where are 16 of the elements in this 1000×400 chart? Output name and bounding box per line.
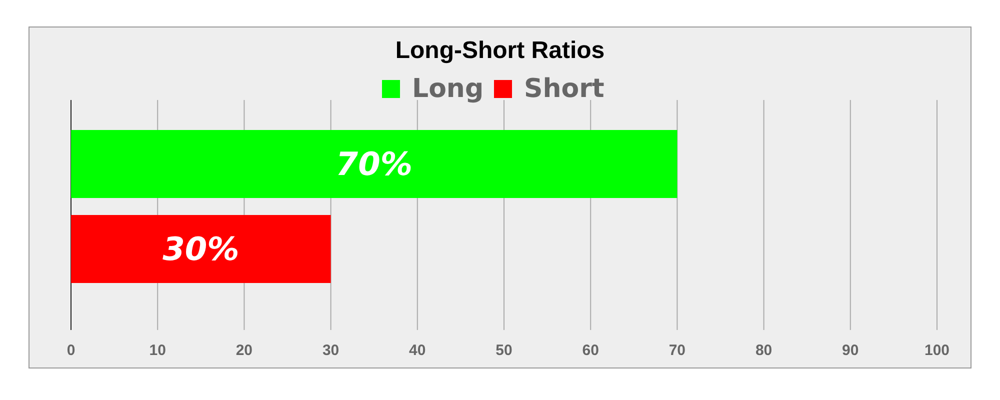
x-tick-label: 0 xyxy=(66,342,76,359)
x-tick-label: 50 xyxy=(496,342,512,359)
x-tick-label: 70 xyxy=(668,342,686,359)
chart-title: Long-Short Ratios xyxy=(395,37,605,64)
data-label: 70% xyxy=(336,145,412,183)
x-tick-label: 100 xyxy=(924,342,950,359)
x-tick-label: 10 xyxy=(149,342,166,359)
data-label: 30% xyxy=(162,230,240,268)
x-tick-label: 30 xyxy=(322,342,340,359)
x-tick-label: 20 xyxy=(236,342,253,359)
x-tick-label: 90 xyxy=(842,342,859,359)
x-tick-label: 60 xyxy=(582,342,599,359)
legend-label: Short xyxy=(524,74,604,104)
x-tick-label: 80 xyxy=(755,342,772,359)
x-tick-label: 40 xyxy=(409,342,426,359)
legend-label: Long xyxy=(412,74,484,104)
